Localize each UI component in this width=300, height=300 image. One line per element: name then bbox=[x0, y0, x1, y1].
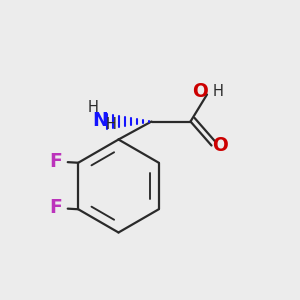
Text: F: F bbox=[49, 198, 62, 217]
Text: H: H bbox=[88, 100, 98, 116]
Text: N: N bbox=[93, 110, 108, 130]
Text: H: H bbox=[106, 117, 116, 132]
Text: F: F bbox=[49, 152, 62, 171]
Text: O: O bbox=[193, 82, 208, 101]
Text: H: H bbox=[213, 84, 224, 99]
Text: O: O bbox=[212, 136, 228, 155]
